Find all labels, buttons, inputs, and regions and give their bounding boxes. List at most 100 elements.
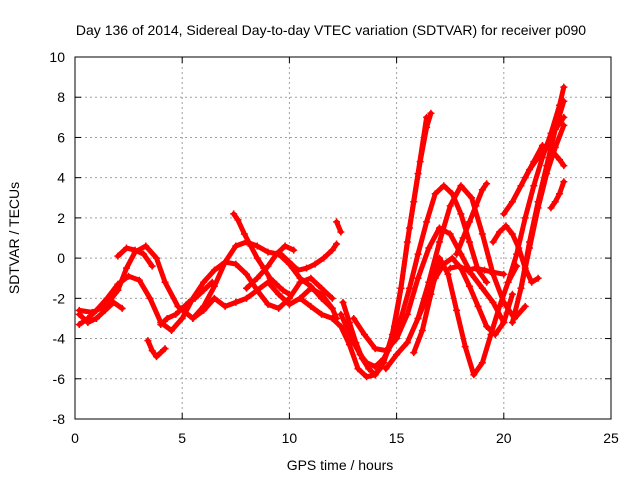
series-track-26 bbox=[521, 141, 568, 182]
data-point bbox=[296, 294, 304, 302]
data-point bbox=[174, 302, 182, 310]
data-point bbox=[285, 258, 293, 266]
data-point bbox=[538, 154, 546, 162]
data-point bbox=[378, 363, 386, 371]
series-track-20 bbox=[453, 180, 491, 258]
data-point bbox=[416, 158, 424, 166]
data-point bbox=[530, 158, 538, 166]
data-point bbox=[273, 280, 281, 288]
data-point bbox=[496, 302, 504, 310]
data-point bbox=[478, 186, 486, 194]
data-point bbox=[122, 244, 130, 252]
data-point bbox=[446, 202, 454, 210]
series-track-12 bbox=[333, 218, 345, 236]
data-point bbox=[500, 318, 508, 326]
x-axis-label: GPS time / hours bbox=[287, 457, 394, 473]
data-point bbox=[418, 327, 426, 335]
data-point bbox=[403, 339, 411, 347]
data-point bbox=[483, 322, 491, 330]
data-point bbox=[110, 298, 118, 306]
y-tick-label: -8 bbox=[53, 411, 66, 427]
data-point bbox=[431, 274, 439, 282]
data-point bbox=[232, 298, 240, 306]
data-point bbox=[101, 306, 109, 314]
data-point bbox=[380, 355, 388, 363]
data-point bbox=[114, 252, 122, 260]
data-point bbox=[264, 300, 272, 308]
data-point bbox=[457, 210, 465, 218]
data-point bbox=[455, 262, 463, 270]
data-point bbox=[234, 216, 242, 224]
data-point bbox=[453, 250, 461, 258]
data-point bbox=[560, 162, 568, 170]
data-point bbox=[350, 314, 358, 322]
series-line bbox=[278, 241, 340, 273]
series-track-5 bbox=[144, 337, 169, 361]
data-point bbox=[517, 182, 525, 190]
data-point bbox=[463, 266, 471, 274]
data-point bbox=[221, 302, 229, 310]
y-tick-label: 10 bbox=[49, 49, 65, 65]
data-point bbox=[178, 314, 186, 322]
y-tick-label: -2 bbox=[53, 290, 66, 306]
data-point bbox=[500, 210, 508, 218]
data-point bbox=[423, 294, 431, 302]
data-point bbox=[446, 264, 454, 272]
data-point bbox=[337, 322, 345, 330]
data-point bbox=[431, 190, 439, 198]
data-point bbox=[247, 242, 255, 250]
data-point bbox=[508, 230, 516, 238]
data-point bbox=[508, 198, 516, 206]
data-point bbox=[122, 264, 130, 272]
data-point bbox=[410, 198, 418, 206]
data-point bbox=[290, 246, 298, 254]
data-point bbox=[333, 218, 341, 226]
data-point bbox=[114, 286, 122, 294]
data-point bbox=[478, 359, 486, 367]
data-point bbox=[285, 300, 293, 308]
data-point bbox=[393, 351, 401, 359]
data-point bbox=[320, 254, 328, 262]
data-point bbox=[521, 214, 529, 222]
series-line bbox=[505, 84, 567, 285]
x-tick-label: 5 bbox=[178, 430, 186, 446]
data-point bbox=[161, 278, 169, 286]
data-point bbox=[185, 298, 193, 306]
data-point bbox=[148, 262, 156, 270]
x-tick-label: 15 bbox=[389, 430, 405, 446]
data-point bbox=[350, 339, 358, 347]
data-point bbox=[125, 272, 133, 280]
data-point bbox=[478, 284, 486, 292]
y-tick-label: 8 bbox=[57, 89, 65, 105]
data-point bbox=[296, 274, 304, 282]
data-point bbox=[461, 343, 469, 351]
data-point bbox=[459, 234, 467, 242]
y-tick-label: 2 bbox=[57, 210, 65, 226]
data-point bbox=[483, 278, 491, 286]
data-point bbox=[403, 310, 411, 318]
data-point bbox=[414, 274, 422, 282]
data-point bbox=[489, 268, 497, 276]
data-point bbox=[328, 294, 336, 302]
data-point bbox=[200, 302, 208, 310]
series-track-27 bbox=[547, 178, 568, 212]
data-point bbox=[140, 250, 148, 258]
data-point bbox=[189, 314, 197, 322]
series-line bbox=[518, 122, 567, 291]
data-point bbox=[253, 254, 261, 262]
data-point bbox=[534, 204, 542, 212]
data-point bbox=[453, 306, 461, 314]
data-point bbox=[345, 341, 353, 349]
data-point bbox=[470, 371, 478, 379]
series-line bbox=[415, 255, 515, 337]
data-point bbox=[508, 318, 516, 326]
data-point bbox=[526, 244, 534, 252]
data-point bbox=[551, 125, 559, 133]
data-point bbox=[491, 331, 499, 339]
data-point bbox=[556, 156, 564, 164]
data-point bbox=[551, 144, 559, 151]
data-point bbox=[489, 238, 497, 246]
y-tick-label: 6 bbox=[57, 129, 65, 145]
series-track-6 bbox=[157, 278, 216, 328]
data-point bbox=[474, 302, 482, 310]
